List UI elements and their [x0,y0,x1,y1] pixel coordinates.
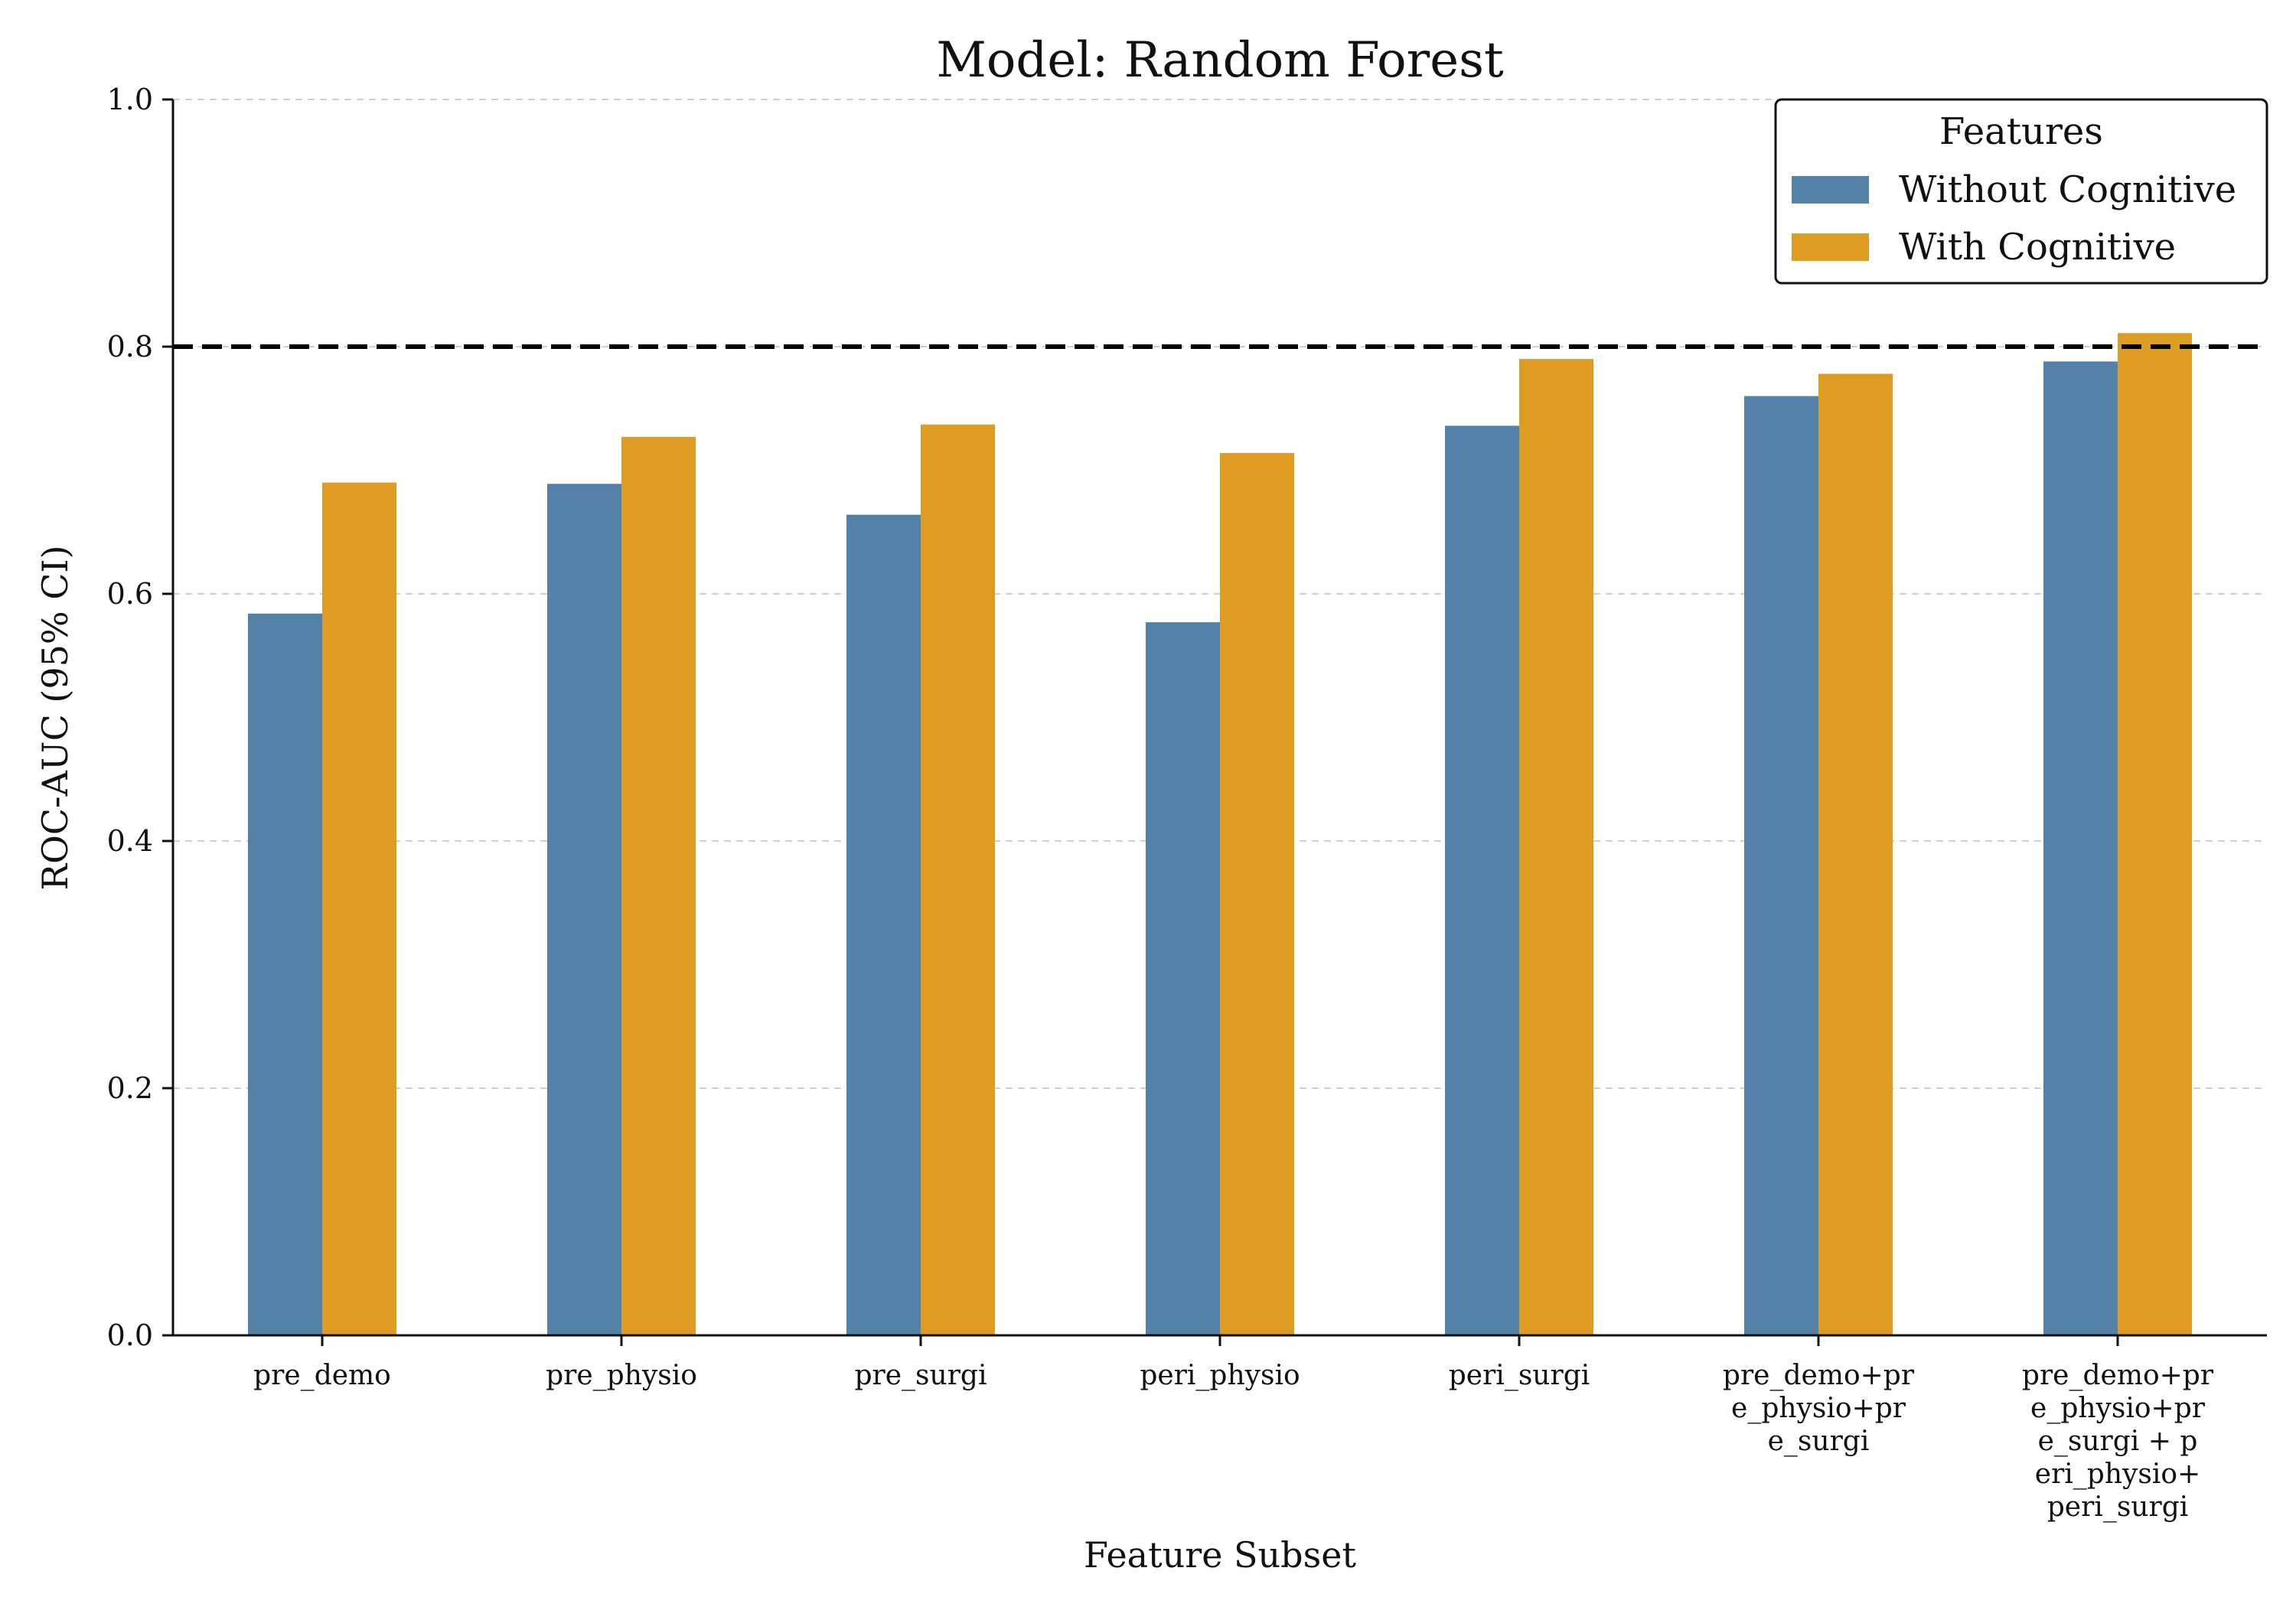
bar-without-cognitive [248,613,322,1335]
legend-label-with-cognitive: With Cognitive [1899,226,2176,269]
x-axis-label: Feature Subset [1084,1534,1356,1576]
chart-title: Model: Random Forest [936,32,1504,89]
bar-without-cognitive [1445,425,1519,1335]
bar-with-cognitive [322,482,396,1335]
y-tick-label: 0.2 [107,1071,153,1105]
x-tick-label-line: pre_demo [253,1360,391,1391]
x-tick-label: pre_demo+pr e_physio+pr e_surgi [1723,1360,1915,1457]
y-ticks: 0.0 0.2 0.4 0.6 0.8 1.0 [107,83,173,1352]
bar-with-cognitive [2118,333,2192,1335]
bar-with-cognitive [921,424,995,1335]
x-tick-label: pre_demo+pr e_physio+pr e_surgi + p eri_phy… [2022,1360,2214,1523]
y-tick-label: 0.8 [107,330,153,363]
x-tick-label: pre_physio [546,1360,697,1391]
x-tick-label-line: e_surgi [1768,1426,1870,1457]
x-tick-label-line: e_physio+pr [1731,1393,1906,1424]
x-tick-label-line: e_surgi + p [2038,1426,2198,1457]
x-tick-label: pre_surgi [855,1360,987,1391]
y-tick-label: 0.0 [107,1319,153,1352]
legend-title: Features [1939,110,2103,153]
bar-with-cognitive [1220,452,1294,1335]
bar-with-cognitive [1818,373,1893,1335]
legend-label-without-cognitive: Without Cognitive [1899,168,2236,211]
y-axis-label: ROC-AUC (95% CI) [34,545,76,890]
legend: Features Without Cognitive With Cognitiv… [1774,98,2268,285]
bar-without-cognitive [547,484,621,1335]
bar-with-cognitive [621,436,696,1335]
x-tick-label-line: peri_surgi [2047,1491,2189,1523]
y-tick-label: 0.6 [107,577,153,611]
x-tick-label: pre_demo [253,1360,391,1391]
bar-without-cognitive [1146,622,1220,1335]
x-tick-label-line: e_physio+pr [2030,1393,2206,1424]
bar-with-cognitive [1519,359,1593,1335]
x-tick-label: peri_physio [1140,1360,1300,1391]
x-tick-label-line: pre_physio [546,1360,697,1391]
bar-without-cognitive [1744,396,1818,1335]
x-tick-label-line: eri_physio+ [2035,1459,2200,1490]
x-ticks: pre_demo pre_physio pre_surgi peri_physio pe… [253,1335,2214,1523]
x-tick-label-line: pre_demo+pr [1723,1360,1915,1391]
bar-without-cognitive [2043,361,2118,1335]
legend-swatch-without-cognitive [1792,176,1869,204]
x-tick-label-line: peri_physio [1140,1360,1300,1391]
y-tick-label: 1.0 [107,83,153,116]
x-tick-label-line: pre_demo+pr [2022,1360,2214,1391]
legend-swatch-with-cognitive [1792,233,1869,261]
y-tick-label: 0.4 [107,824,153,858]
x-tick-label-line: peri_surgi [1449,1360,1590,1391]
legend-frame [1774,98,2268,285]
x-tick-label-line: pre_surgi [855,1360,987,1391]
bars [248,333,2192,1335]
bar-without-cognitive [846,514,921,1335]
x-tick-label: peri_surgi [1449,1360,1590,1391]
